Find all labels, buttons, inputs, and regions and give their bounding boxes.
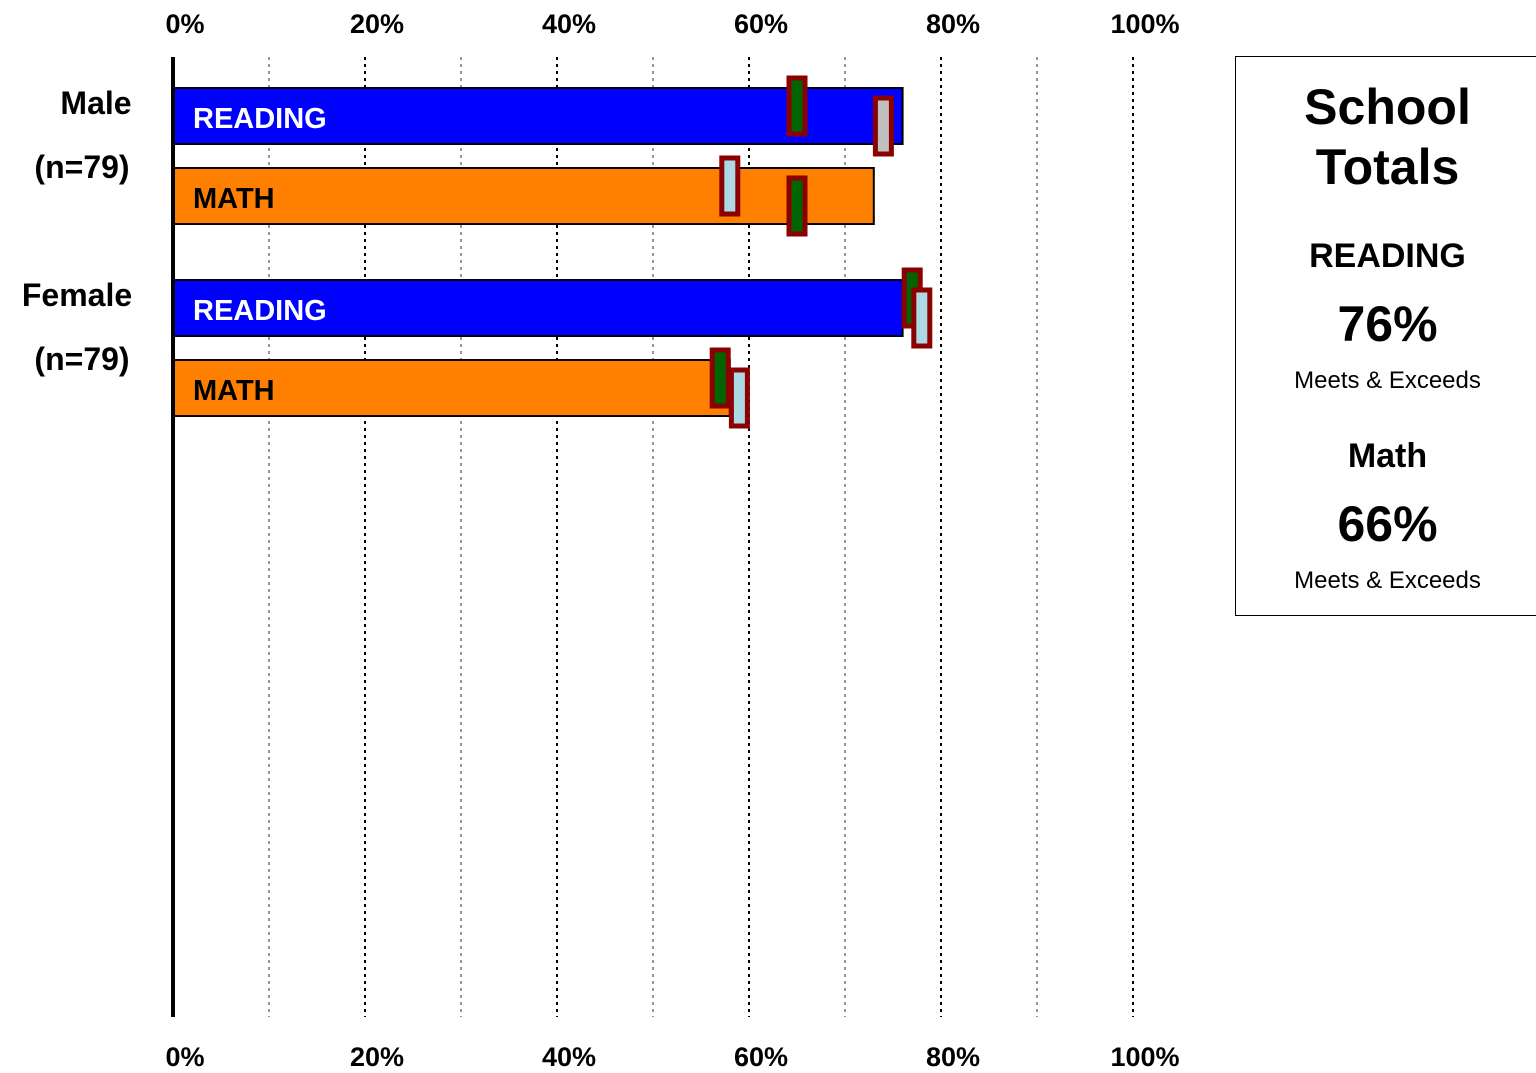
x-tick-label-top: 40%: [542, 9, 596, 39]
comparison-marker: [786, 75, 808, 137]
totals-math-label: Math: [1347, 437, 1428, 475]
x-tick-label-top: 100%: [1110, 9, 1179, 39]
bar: [172, 167, 875, 225]
x-tick-label-bottom: 80%: [926, 1042, 980, 1072]
x-tick-label-top: 20%: [350, 9, 404, 39]
bar-label: MATH: [193, 375, 275, 407]
bar: [172, 87, 904, 145]
totals-title: School Totals: [1236, 77, 1536, 197]
totals-reading-label: READING: [1309, 237, 1466, 275]
comparison-marker: [728, 367, 750, 429]
bar-label: MATH: [193, 183, 275, 215]
x-tick-label-bottom: 60%: [734, 1042, 788, 1072]
comparison-marker: [911, 287, 933, 349]
totals-math-value: 66%: [1337, 496, 1438, 552]
x-tick-label-top: 0%: [165, 9, 204, 39]
bar-label: READING: [193, 295, 327, 327]
totals-math-note: Meets & Exceeds: [1294, 567, 1481, 594]
x-tick-label-top: 60%: [734, 9, 788, 39]
x-tick-label-bottom: 20%: [350, 1042, 404, 1072]
school-totals-panel: School Totals READING 76% Meets & Exceed…: [1235, 56, 1536, 616]
totals-reading-value: 76%: [1337, 296, 1438, 352]
totals-title-line1: School: [1304, 79, 1471, 135]
x-tick-label-bottom: 40%: [542, 1042, 596, 1072]
comparison-marker: [872, 95, 894, 157]
x-tick-label-top: 80%: [926, 9, 980, 39]
group-n-label: (n=79): [34, 341, 129, 377]
chart: 0% 0% 20% 20% 40% 40% 60% 60% 80% 80% 100% 100% Male…: [22, 9, 1180, 1072]
totals-title-line2: Totals: [1315, 139, 1460, 195]
comparison-marker: [709, 347, 731, 409]
totals-reading-note: Meets & Exceeds: [1294, 367, 1481, 394]
comparison-marker: [786, 175, 808, 237]
group-label: Female: [22, 277, 132, 313]
comparison-marker: [719, 155, 741, 217]
group-label: Male: [60, 85, 131, 121]
x-tick-label-bottom: 0%: [165, 1042, 204, 1072]
bar-label: READING: [193, 103, 327, 135]
x-tick-label-bottom: 100%: [1110, 1042, 1179, 1072]
group-n-label: (n=79): [34, 149, 129, 185]
